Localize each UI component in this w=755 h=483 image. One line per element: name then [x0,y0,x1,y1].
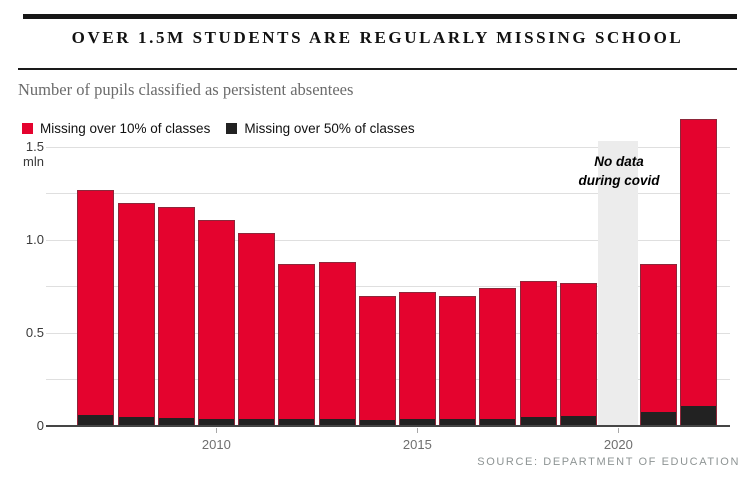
gridline [46,239,730,241]
bar-2014 [358,295,396,426]
no-data-annotation: No data during covid [544,152,694,190]
bar-segment-over50-2007 [78,414,114,425]
bar-segment-over50-2011 [239,418,275,425]
bar-segment-over50-2013 [319,419,355,425]
x-axis-tick [416,427,419,433]
y-axis-label: 1.5 mln [6,139,44,169]
bar-2015 [398,292,436,426]
bar-2016 [439,295,477,426]
bar-segment-over50-2008 [118,416,154,425]
bar-2018 [519,280,557,426]
legend-swatch-black [226,123,238,134]
x-axis-label: 2020 [603,437,633,452]
bar-segment-over50-2022 [681,405,717,425]
bar-segment-over50-2021 [641,412,677,425]
covid-no-data-band [598,141,639,426]
legend-label: Missing over 10% of classes [40,121,211,136]
y-axis-label: 0.5 [25,325,44,340]
legend-label: Missing over 50% of classes [244,121,415,136]
bar-segment-over50-2016 [440,418,476,425]
legend-item-over-50pct: Missing over 50% of classes [226,121,415,136]
bar-2012 [278,264,316,426]
y-axis-label: 0 [36,418,44,433]
bar-2007 [77,189,115,426]
legend-swatch-red [22,123,33,134]
x-axis-tick [215,427,218,433]
bar-segment-over50-2009 [158,417,194,425]
gridline [46,146,730,148]
bar-segment-over50-2019 [560,415,596,425]
x-axis-line [46,425,730,427]
source-credit: SOURCE: DEPARTMENT OF EDUCATION [477,456,740,468]
top-rule [23,14,737,19]
bar-2017 [479,288,517,426]
bar-2008 [117,202,155,426]
bar-2009 [157,206,195,426]
no-data-annotation-line2: during covid [578,173,660,188]
title-divider [18,68,737,70]
bar-segment-over50-2012 [279,419,315,425]
bar-segment-over50-2014 [359,420,395,425]
bar-segment-over50-2015 [399,419,435,425]
bar-2021 [640,264,678,426]
bar-2010 [197,219,235,426]
bar-2011 [238,232,276,426]
legend: Missing over 10% of classes Missing over… [22,121,415,136]
x-axis-tick [617,427,620,433]
chart-subtitle: Number of pupils classified as persisten… [18,80,354,99]
y-axis-label: 1.0 [25,232,44,247]
bar-2022 [680,119,718,426]
bar-segment-over50-2018 [520,416,556,425]
gridline [46,193,730,194]
bar-segment-over50-2017 [480,418,516,425]
bar-2019 [559,282,597,426]
bar-segment-over50-2010 [198,418,234,425]
y-axis-unit-label: mln [23,154,44,169]
gridline [46,286,730,287]
x-axis-label: 2015 [402,437,432,452]
page-title: OVER 1.5M STUDENTS ARE REGULARLY MISSING… [71,28,684,47]
x-axis-label: 2010 [201,437,231,452]
bar-2013 [318,262,356,426]
legend-item-over-10pct: Missing over 10% of classes [22,121,210,136]
no-data-annotation-line1: No data [594,154,644,169]
